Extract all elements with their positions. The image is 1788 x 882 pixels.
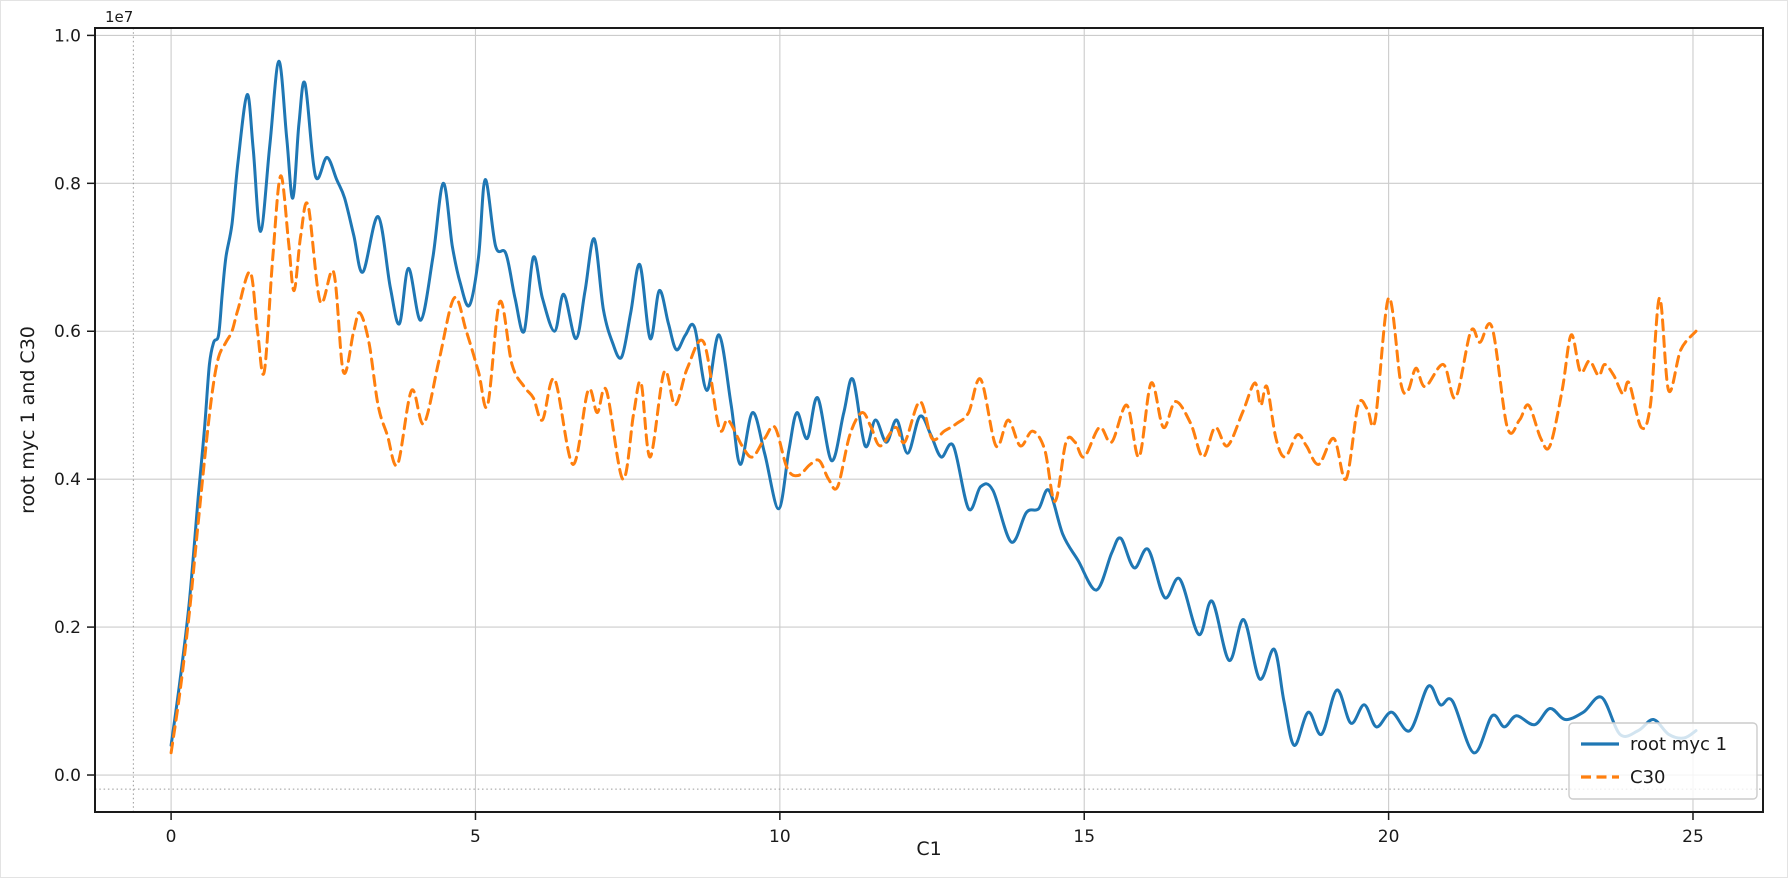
legend-box <box>1568 722 1758 800</box>
ref-lines-layer <box>95 28 1763 812</box>
legend-label-c30: C30 <box>1630 767 1665 788</box>
tick-layer: 0 5 10 15 20 25 0.0 0.2 0.4 0.6 0.8 1.0 <box>54 26 1704 847</box>
grid-layer <box>95 28 1763 812</box>
series-layer <box>169 59 1698 755</box>
x-tick-label: 25 <box>1682 827 1704 847</box>
y-tick-label: 0.4 <box>54 470 81 490</box>
x-axis-label: C1 <box>916 838 941 860</box>
x-tick-label: 10 <box>769 827 791 847</box>
y-offset-text: 1e7 <box>105 8 133 26</box>
series-line-c30 <box>169 174 1698 755</box>
y-tick-label: 0.6 <box>54 322 81 342</box>
y-tick-label: 0.0 <box>54 766 81 786</box>
y-tick-label: 0.8 <box>54 174 81 194</box>
legend: root myc 1 C30 <box>1568 722 1758 800</box>
y-tick-label: 1.0 <box>54 26 81 46</box>
x-tick-label: 15 <box>1073 827 1095 847</box>
y-axis-label: root myc 1 and C30 <box>17 326 39 514</box>
x-tick-label: 20 <box>1378 827 1400 847</box>
x-tick-label: 5 <box>470 827 481 847</box>
x-tick-label: 0 <box>166 827 177 847</box>
legend-label-root-myc-1: root myc 1 <box>1630 734 1727 755</box>
y-tick-label: 0.2 <box>54 618 81 638</box>
series-line-root-myc-1 <box>169 59 1698 755</box>
axes-frame <box>94 27 1764 813</box>
